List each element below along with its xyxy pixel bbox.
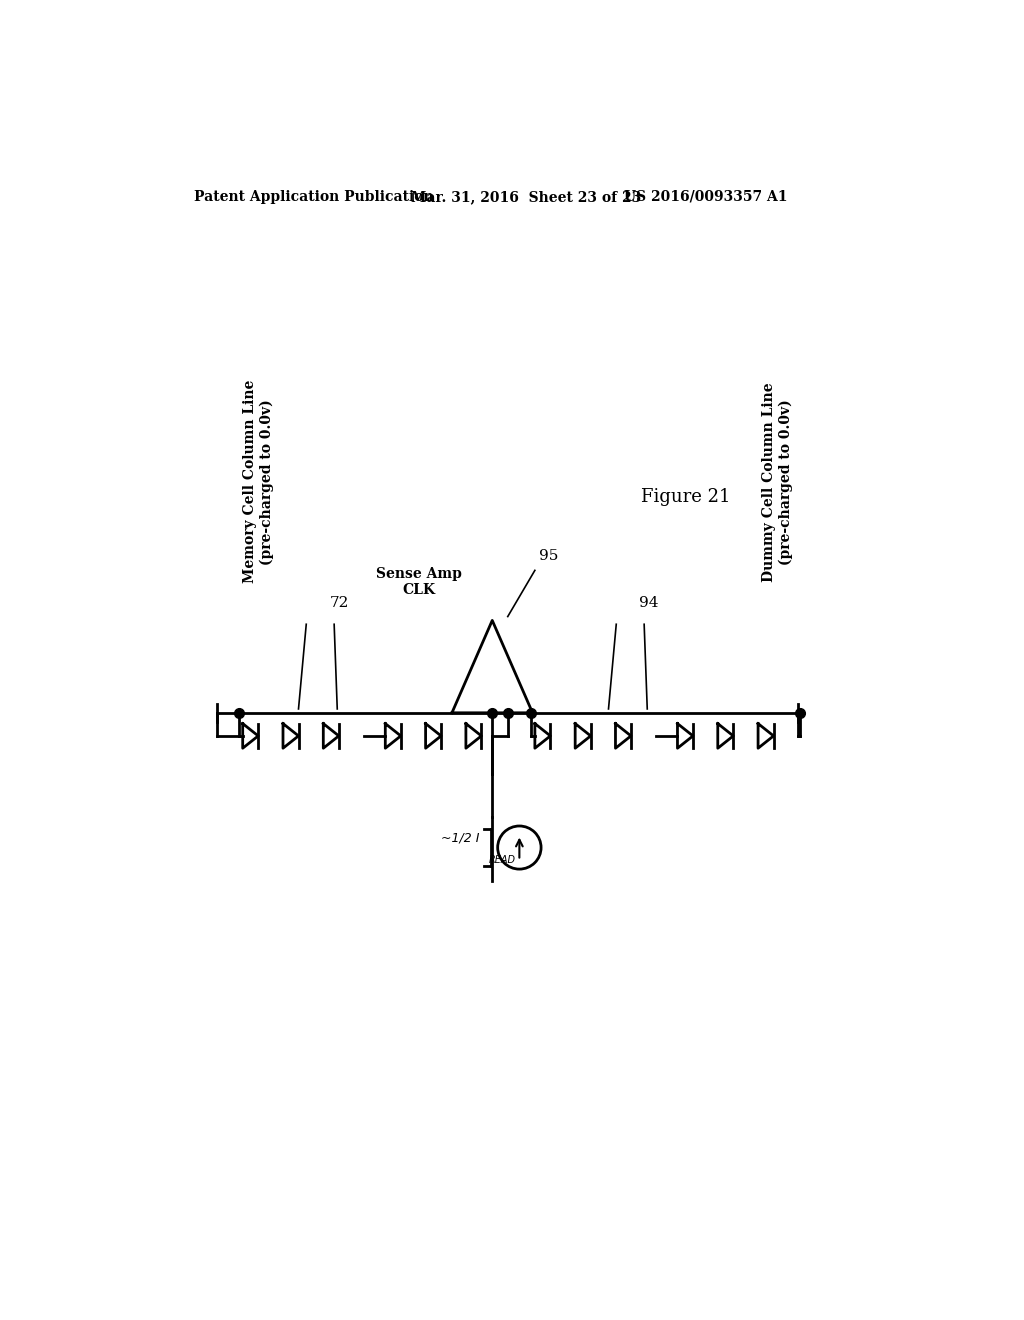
Text: 72: 72 xyxy=(330,597,349,610)
Text: READ: READ xyxy=(489,855,516,865)
Text: 95: 95 xyxy=(539,549,558,562)
Text: Sense Amp
CLK: Sense Amp CLK xyxy=(376,568,462,598)
Text: Mar. 31, 2016  Sheet 23 of 23: Mar. 31, 2016 Sheet 23 of 23 xyxy=(411,190,641,203)
Text: Figure 21: Figure 21 xyxy=(641,488,731,506)
Text: US 2016/0093357 A1: US 2016/0093357 A1 xyxy=(624,190,787,203)
Text: Patent Application Publication: Patent Application Publication xyxy=(194,190,433,203)
Text: Dummy Cell Column Line
(pre-charged to 0.0v): Dummy Cell Column Line (pre-charged to 0… xyxy=(762,381,793,582)
Text: ~1/2 I: ~1/2 I xyxy=(441,832,480,845)
Text: 94: 94 xyxy=(640,597,659,610)
Text: Memory Cell Column Line
(pre-charged to 0.0v): Memory Cell Column Line (pre-charged to … xyxy=(243,380,273,583)
